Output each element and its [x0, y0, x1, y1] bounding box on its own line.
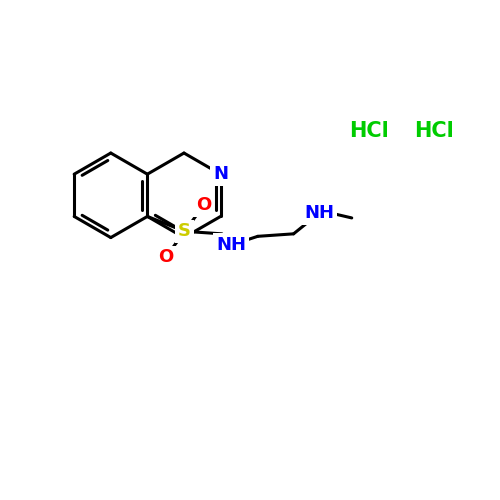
Text: N: N [213, 165, 228, 183]
Text: O: O [196, 196, 211, 214]
Text: O: O [158, 248, 174, 266]
Text: S: S [178, 222, 191, 240]
Text: NH: NH [304, 204, 334, 222]
Text: HCl: HCl [350, 120, 389, 141]
Text: HCl: HCl [414, 120, 454, 141]
Text: NH: NH [216, 236, 246, 254]
